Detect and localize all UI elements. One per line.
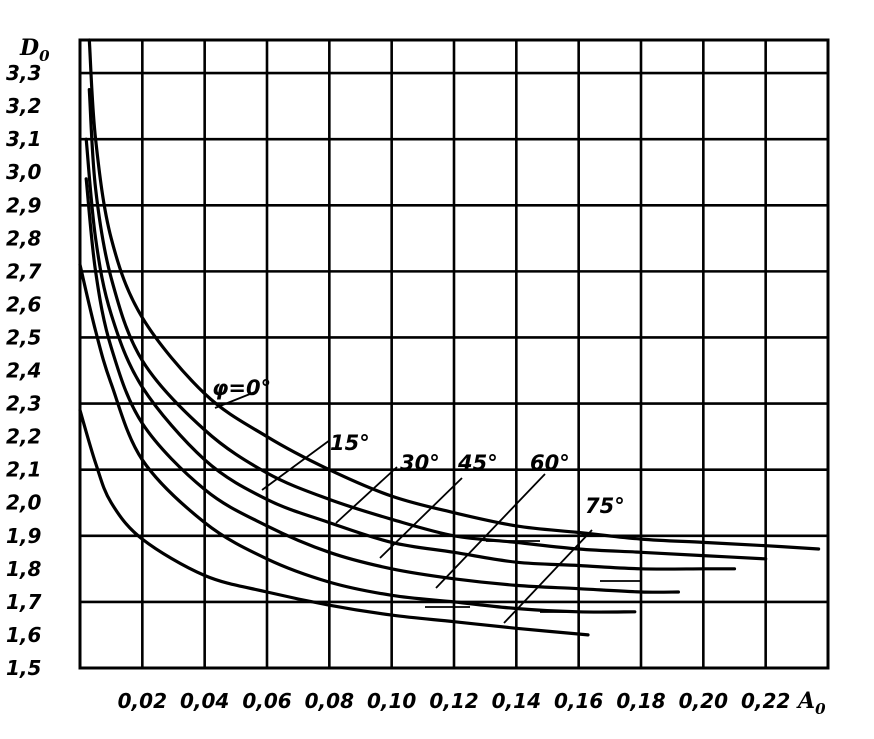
series-leader-line [214,391,256,409]
series-curve [78,408,590,637]
x-axis-title: A0 [796,688,826,718]
series-curve [84,137,737,571]
y-tick-label: 2,9 [6,193,42,217]
y-tick-label: 2,5 [6,325,41,349]
y-tick-label: 1,9 [6,524,42,548]
y-tick-label: 2,8 [6,226,42,250]
y-tick-label: 2,3 [6,392,41,416]
series-leader-line [335,466,398,524]
y-tick-label: 3,1 [6,127,41,151]
y-tick-label: 2,6 [6,292,42,316]
series-label: 30° [400,451,440,475]
x-tick-label: 0,22 [741,689,790,713]
x-tick-label: 0,04 [180,689,229,713]
series-label: 15° [330,431,370,455]
y-tick-label: 1,6 [6,623,42,647]
plot-frame [78,38,830,670]
y-tick-label: 2,1 [6,458,41,482]
series-leader-line [261,439,331,491]
y-tick-label: 2,0 [6,491,42,515]
x-tick-label: 0,12 [429,689,478,713]
series-leader-line [503,529,593,624]
series-curve [87,88,768,561]
x-tick-label: 0,08 [305,689,354,713]
y-tick-label: 1,5 [6,656,41,680]
labels: 1,5 1,6 1,7 1,8 1,9 2,0 2,1 2,2 2,3 2,4 2,5 2,6 2,7 2… [6,35,826,718]
series-label: 60° [530,451,570,475]
series-leader-line [435,473,546,589]
series-curve [78,263,637,614]
x-tick-label: 0,14 [492,689,541,713]
x-tick-label: 0,10 [367,689,416,713]
y-tick-label: 2,4 [6,359,41,383]
y-tick-label: 3,0 [6,160,42,184]
y-tick-label: 1,8 [6,557,42,581]
series-curve [84,177,680,594]
series-curve [87,38,821,551]
series-label: φ=0° [212,376,271,400]
label-leaders [214,391,640,624]
x-tick-label: 0,16 [554,689,603,713]
series-leader-line [379,477,463,559]
y-tick-label: 3,2 [6,94,41,118]
grid [80,40,828,668]
series-label: 75° [585,494,625,518]
x-tick-label: 0,20 [679,689,728,713]
curves [78,38,821,637]
y-tick-label: 1,7 [6,590,42,614]
series-label: 45° [457,451,498,475]
y-tick-label: 2,7 [6,259,42,283]
x-tick-label: 0,02 [118,689,167,713]
y-tick-label: 2,2 [6,425,41,449]
x-tick-label: 0,06 [242,689,291,713]
y-axis-title: D0 [19,35,50,65]
x-tick-label: 0,18 [616,689,665,713]
y-tick-label: 3,3 [6,61,41,85]
